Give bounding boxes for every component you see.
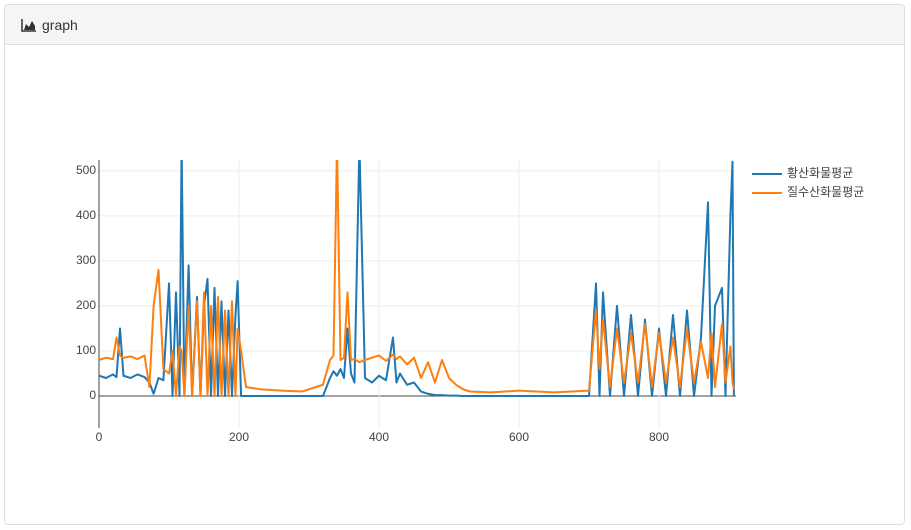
plot-area <box>99 160 735 398</box>
x-tick-label: 400 <box>369 430 389 444</box>
legend-label: 황산화물평균 <box>787 166 853 180</box>
panel-title: graph <box>42 16 78 33</box>
y-tick-label: 100 <box>76 343 96 357</box>
y-tick-label: 200 <box>76 298 96 312</box>
series-line <box>99 160 735 398</box>
chart-icon <box>21 18 36 32</box>
x-tick-label: 800 <box>649 430 669 444</box>
legend-label: 질수산화물평균 <box>787 185 864 199</box>
y-tick-label: 300 <box>76 253 96 267</box>
panel: graph <box>4 4 905 525</box>
x-tick-label: 600 <box>509 430 529 444</box>
y-tick-label: 0 <box>89 388 96 402</box>
y-tick-label: 500 <box>76 163 96 177</box>
y-tick-label: 400 <box>76 208 96 222</box>
panel-header: graph <box>5 5 904 45</box>
x-tick-label: 200 <box>229 430 249 444</box>
x-tick-label: 0 <box>96 430 103 444</box>
